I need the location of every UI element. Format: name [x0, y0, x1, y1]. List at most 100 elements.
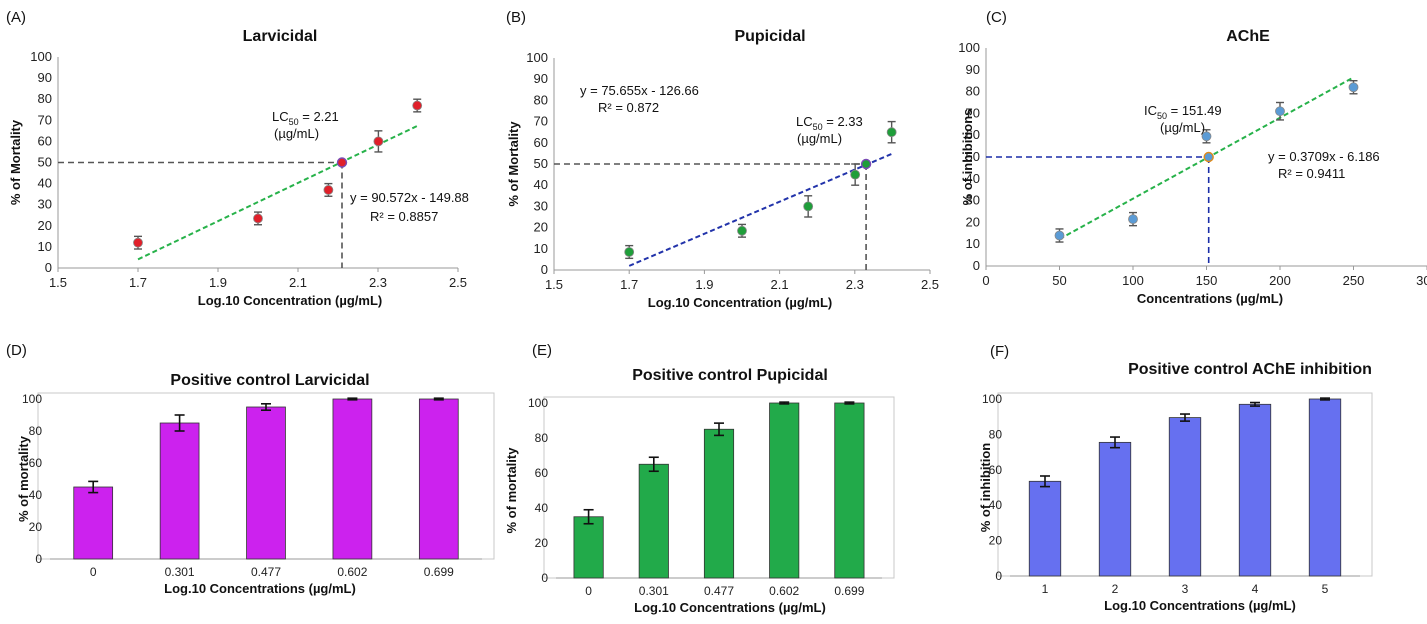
chart-title: Larvicidal: [243, 28, 318, 45]
y-tick-label: 70: [534, 114, 548, 129]
x-tick-label: 200: [1269, 273, 1291, 288]
x-tick-label: 2.1: [289, 275, 307, 290]
x-tick-label: 0: [90, 565, 97, 579]
lc50-value: = 2.21: [299, 109, 339, 124]
y-tick-label: 90: [534, 71, 548, 86]
y-tick-label: 100: [30, 49, 52, 64]
y-tick-label: 60: [29, 456, 43, 470]
y-axis-label: % of Mortality: [8, 119, 23, 205]
data-point: [1128, 214, 1138, 225]
x-tick-label: 0: [982, 273, 989, 288]
y-tick-label: 20: [535, 536, 549, 550]
y-tick-label: 40: [989, 498, 1003, 512]
lc50-unit: (µg/mL): [1160, 120, 1205, 135]
panel-a: (A) Larvicidal 0 10 20 30 40 50 60 70 80 90 100 1.5 1.…: [6, 9, 469, 308]
x-axis-label: Log.10 Concentration (µg/mL): [648, 295, 832, 310]
y-tick-label: 20: [29, 520, 43, 534]
y-tick-label: 20: [966, 214, 980, 229]
y-tick-label: 100: [528, 396, 548, 410]
x-tick-label: 0.699: [834, 584, 864, 598]
y-tick-label: 0: [541, 262, 548, 277]
panel-label: (F): [990, 343, 1009, 360]
x-tick-label: 0: [585, 584, 592, 598]
y-tick-label: 40: [38, 176, 52, 191]
y-tick-label: 90: [38, 70, 52, 85]
y-tick-label: 50: [966, 149, 980, 164]
x-tick-label: 1.9: [695, 277, 713, 292]
x-tick-label: 5: [1322, 582, 1329, 596]
x-tick-label: 0.301: [639, 584, 669, 598]
x-tick-label: 4: [1252, 582, 1259, 596]
y-tick-label: 100: [22, 392, 42, 406]
bar: [638, 463, 669, 579]
y-tick-label: 60: [534, 135, 548, 150]
y-tick-label: 70: [966, 105, 980, 120]
x-tick-label: 2: [1112, 582, 1119, 596]
x-axis-label: Log.10 Concentration (µg/mL): [198, 293, 382, 308]
chart-title: Positive control Pupicidal: [632, 367, 828, 384]
data-point: [253, 213, 263, 224]
data-point: [1348, 82, 1359, 93]
y-tick-label: 0: [45, 260, 52, 275]
chart-title: AChE: [1226, 28, 1270, 45]
lc50-marker: [1203, 151, 1214, 163]
x-axis-label: Log.10 Concentrations (µg/mL): [164, 581, 356, 596]
bar: [1098, 441, 1132, 577]
y-axis-label: % of inhibitions: [960, 109, 975, 206]
bar: [1028, 480, 1062, 577]
data-point: [1054, 230, 1065, 241]
chart-title: Positive control AChE inhibition: [1128, 361, 1372, 378]
panel-label: (C): [986, 9, 1007, 26]
x-tick-label: 1: [1042, 582, 1049, 596]
x-tick-label: 1.7: [129, 275, 147, 290]
x-tick-label: 1.5: [545, 277, 563, 292]
bar: [159, 422, 200, 560]
bar: [834, 402, 865, 579]
r-squared: R² = 0.8857: [370, 209, 438, 224]
r-squared: R² = 0.9411: [1278, 166, 1345, 181]
y-axis-label: % of mortality: [16, 435, 31, 522]
y-tick-label: 30: [534, 198, 548, 213]
bar: [418, 398, 459, 560]
bar: [1238, 403, 1272, 577]
lc50-prefix: IC: [1144, 103, 1157, 118]
y-tick-label: 40: [534, 177, 548, 192]
panel-b: (B) Pupicidal 0 10 20 30 40 50 60 70 80 90 100 1.5 1.7…: [506, 9, 939, 310]
data-point: [737, 225, 747, 236]
y-tick-label: 30: [38, 197, 52, 212]
data-point: [133, 237, 143, 248]
y-axis-label: % of inhibition: [978, 443, 993, 533]
x-tick-label: 250: [1343, 273, 1365, 288]
data-point: [1275, 106, 1285, 117]
y-tick-label: 0: [541, 571, 548, 585]
y-tick-label: 40: [966, 171, 980, 186]
bar: [73, 486, 114, 560]
data-point: [373, 136, 384, 147]
x-tick-label: 3: [1182, 582, 1189, 596]
x-tick-label: 1.5: [49, 275, 67, 290]
x-tick-label: 0.301: [165, 565, 195, 579]
r-squared: R² = 0.872: [598, 100, 659, 115]
lc50-subscript: 50: [1157, 111, 1167, 121]
panel-label: (A): [6, 9, 26, 26]
y-tick-label: 40: [29, 488, 43, 502]
y-tick-label: 100: [526, 50, 548, 65]
x-tick-label: 0.699: [424, 565, 454, 579]
y-tick-label: 60: [535, 466, 549, 480]
lc50-marker: [860, 158, 872, 170]
y-tick-label: 30: [966, 193, 980, 208]
lc50-label: LC50 = 2.33: [796, 114, 863, 132]
y-tick-label: 100: [982, 392, 1002, 406]
y-tick-label: 70: [38, 112, 52, 127]
y-tick-label: 20: [534, 220, 548, 235]
x-tick-label: 50: [1052, 273, 1066, 288]
chart-title: Pupicidal: [734, 28, 805, 45]
x-tick-label: 0.477: [704, 584, 734, 598]
y-tick-label: 60: [966, 127, 980, 142]
y-tick-label: 10: [534, 241, 548, 256]
bar: [1168, 417, 1202, 577]
lc50-value: = 2.33: [823, 114, 863, 129]
y-tick-label: 40: [535, 501, 549, 515]
lc50-marker: [336, 157, 348, 168]
y-tick-label: 10: [966, 236, 980, 251]
